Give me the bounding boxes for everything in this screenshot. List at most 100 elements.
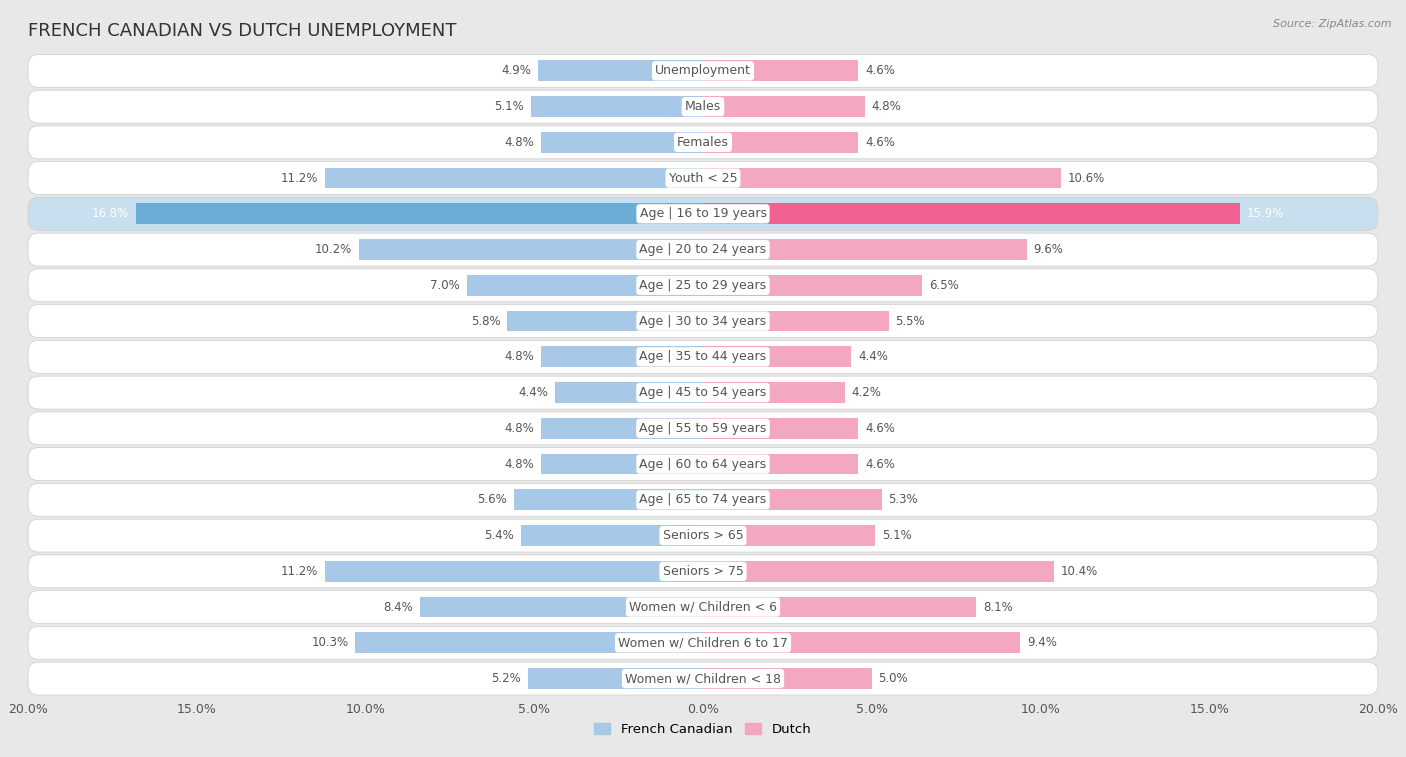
- Text: Age | 65 to 74 years: Age | 65 to 74 years: [640, 494, 766, 506]
- Bar: [703, 61, 858, 81]
- Bar: [703, 347, 852, 367]
- FancyBboxPatch shape: [28, 484, 1378, 516]
- Text: Age | 55 to 59 years: Age | 55 to 59 years: [640, 422, 766, 435]
- FancyBboxPatch shape: [28, 198, 1378, 230]
- Text: 9.6%: 9.6%: [1033, 243, 1063, 256]
- Text: Age | 20 to 24 years: Age | 20 to 24 years: [640, 243, 766, 256]
- Bar: [515, 490, 703, 510]
- Bar: [703, 239, 1026, 260]
- Text: Women w/ Children < 18: Women w/ Children < 18: [626, 672, 780, 685]
- Text: 4.4%: 4.4%: [858, 350, 889, 363]
- Text: 10.3%: 10.3%: [312, 637, 349, 650]
- Text: 4.6%: 4.6%: [865, 136, 894, 149]
- Text: 4.6%: 4.6%: [865, 457, 894, 471]
- Text: 4.8%: 4.8%: [505, 457, 534, 471]
- Text: 4.9%: 4.9%: [501, 64, 531, 77]
- Bar: [537, 61, 703, 81]
- FancyBboxPatch shape: [28, 304, 1378, 338]
- Bar: [703, 204, 1240, 224]
- FancyBboxPatch shape: [28, 519, 1378, 552]
- Text: Seniors > 75: Seniors > 75: [662, 565, 744, 578]
- Bar: [703, 132, 858, 153]
- FancyBboxPatch shape: [28, 269, 1378, 302]
- Text: Males: Males: [685, 100, 721, 113]
- Text: 11.2%: 11.2%: [281, 565, 318, 578]
- Bar: [419, 597, 703, 618]
- Text: 10.2%: 10.2%: [315, 243, 352, 256]
- Bar: [531, 96, 703, 117]
- Bar: [703, 382, 845, 403]
- Bar: [703, 275, 922, 296]
- FancyBboxPatch shape: [28, 626, 1378, 659]
- Text: 7.0%: 7.0%: [430, 279, 460, 292]
- Text: 6.5%: 6.5%: [929, 279, 959, 292]
- FancyBboxPatch shape: [28, 590, 1378, 624]
- Text: 8.1%: 8.1%: [983, 600, 1012, 614]
- Text: 5.4%: 5.4%: [484, 529, 515, 542]
- Bar: [467, 275, 703, 296]
- FancyBboxPatch shape: [28, 376, 1378, 409]
- Text: 5.2%: 5.2%: [491, 672, 520, 685]
- Text: 5.8%: 5.8%: [471, 315, 501, 328]
- Text: Age | 45 to 54 years: Age | 45 to 54 years: [640, 386, 766, 399]
- Bar: [703, 453, 858, 475]
- Bar: [508, 310, 703, 332]
- Bar: [325, 168, 703, 188]
- Bar: [541, 418, 703, 439]
- Bar: [703, 668, 872, 689]
- Text: 10.4%: 10.4%: [1060, 565, 1098, 578]
- Text: Age | 30 to 34 years: Age | 30 to 34 years: [640, 315, 766, 328]
- Text: 16.8%: 16.8%: [93, 207, 129, 220]
- FancyBboxPatch shape: [28, 90, 1378, 123]
- Text: 4.2%: 4.2%: [852, 386, 882, 399]
- Bar: [520, 525, 703, 546]
- Text: 5.6%: 5.6%: [478, 494, 508, 506]
- Bar: [703, 561, 1054, 581]
- Bar: [703, 168, 1060, 188]
- Text: 5.1%: 5.1%: [882, 529, 911, 542]
- Text: FRENCH CANADIAN VS DUTCH UNEMPLOYMENT: FRENCH CANADIAN VS DUTCH UNEMPLOYMENT: [28, 22, 457, 40]
- Text: 5.1%: 5.1%: [495, 100, 524, 113]
- Text: 11.2%: 11.2%: [281, 172, 318, 185]
- FancyBboxPatch shape: [28, 233, 1378, 266]
- Text: Females: Females: [678, 136, 728, 149]
- Text: Youth < 25: Youth < 25: [669, 172, 737, 185]
- Text: Age | 35 to 44 years: Age | 35 to 44 years: [640, 350, 766, 363]
- Bar: [703, 310, 889, 332]
- Text: Unemployment: Unemployment: [655, 64, 751, 77]
- Text: 5.5%: 5.5%: [896, 315, 925, 328]
- FancyBboxPatch shape: [28, 341, 1378, 373]
- Text: 5.0%: 5.0%: [879, 672, 908, 685]
- Bar: [703, 418, 858, 439]
- Bar: [703, 96, 865, 117]
- Bar: [541, 132, 703, 153]
- Bar: [136, 204, 703, 224]
- Text: Women w/ Children < 6: Women w/ Children < 6: [628, 600, 778, 614]
- FancyBboxPatch shape: [28, 55, 1378, 87]
- FancyBboxPatch shape: [28, 662, 1378, 695]
- Text: Seniors > 65: Seniors > 65: [662, 529, 744, 542]
- Bar: [527, 668, 703, 689]
- Text: 4.4%: 4.4%: [517, 386, 548, 399]
- Bar: [541, 453, 703, 475]
- FancyBboxPatch shape: [28, 412, 1378, 445]
- Legend: French Canadian, Dutch: French Canadian, Dutch: [589, 718, 817, 741]
- Text: 9.4%: 9.4%: [1026, 637, 1057, 650]
- Text: Age | 25 to 29 years: Age | 25 to 29 years: [640, 279, 766, 292]
- Text: 4.8%: 4.8%: [505, 350, 534, 363]
- FancyBboxPatch shape: [28, 555, 1378, 587]
- Text: 4.6%: 4.6%: [865, 64, 894, 77]
- Text: 4.8%: 4.8%: [872, 100, 901, 113]
- Text: Age | 16 to 19 years: Age | 16 to 19 years: [640, 207, 766, 220]
- Text: Women w/ Children 6 to 17: Women w/ Children 6 to 17: [619, 637, 787, 650]
- Bar: [356, 632, 703, 653]
- Text: 5.3%: 5.3%: [889, 494, 918, 506]
- Bar: [703, 597, 976, 618]
- Bar: [703, 490, 882, 510]
- Text: 15.9%: 15.9%: [1246, 207, 1284, 220]
- Text: 10.6%: 10.6%: [1067, 172, 1105, 185]
- Bar: [325, 561, 703, 581]
- FancyBboxPatch shape: [28, 126, 1378, 159]
- Text: 4.8%: 4.8%: [505, 422, 534, 435]
- Bar: [359, 239, 703, 260]
